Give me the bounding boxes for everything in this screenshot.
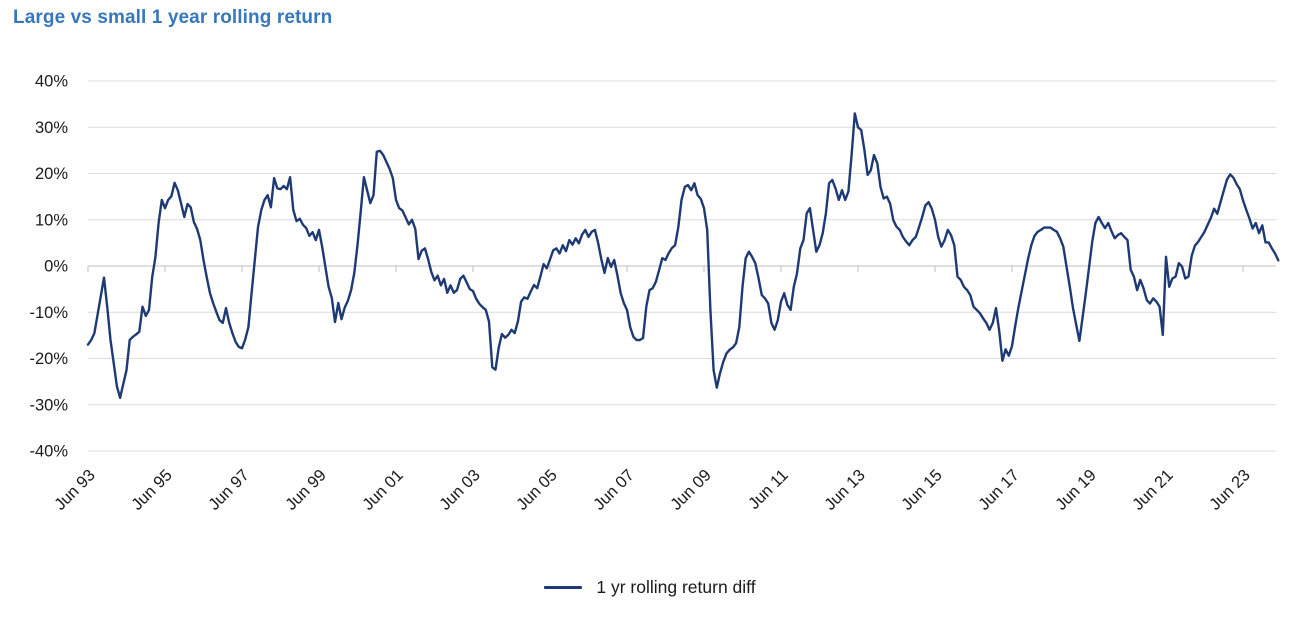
y-axis-label: 40% (35, 73, 68, 91)
y-axis-label: 0% (44, 258, 68, 276)
x-axis-label: Jun 09 (667, 466, 715, 514)
legend-line-swatch-icon (544, 586, 583, 589)
chart-title: Large vs small 1 year rolling return (13, 7, 333, 28)
x-axis-label: Jun 03 (436, 466, 484, 514)
x-axis-label: Jun 97 (205, 466, 253, 514)
x-axis-label: Jun 17 (975, 466, 1023, 514)
y-axis-label: -20% (29, 350, 68, 368)
chart-legend: 1 yr rolling return diff (0, 577, 1300, 598)
series-line (86, 112, 1280, 399)
x-axis-label: Jun 93 (51, 466, 99, 514)
x-axis-label: Jun 11 (745, 466, 792, 513)
y-axis-label: -30% (29, 396, 68, 414)
x-axis-label: Jun 19 (1052, 466, 1100, 514)
x-axis-label: Jun 05 (513, 466, 561, 514)
x-axis-label: Jun 07 (590, 466, 638, 514)
y-axis-label: 30% (35, 119, 68, 137)
legend-series-label: 1 yr rolling return diff (596, 577, 756, 597)
x-axis-label: Jun 13 (821, 466, 869, 514)
x-axis-label: Jun 01 (359, 466, 407, 514)
x-axis-label: Jun 95 (128, 466, 176, 514)
x-axis-label: Jun 21 (1129, 466, 1177, 514)
y-axis-label: -10% (29, 304, 68, 322)
y-axis-label: -40% (29, 443, 68, 461)
y-axis-label: 10% (35, 211, 68, 229)
y-axis-label: 20% (35, 165, 68, 183)
x-axis-label: Jun 15 (898, 466, 946, 514)
x-axis-label: Jun 23 (1206, 466, 1254, 514)
x-axis-label: Jun 99 (282, 466, 330, 514)
